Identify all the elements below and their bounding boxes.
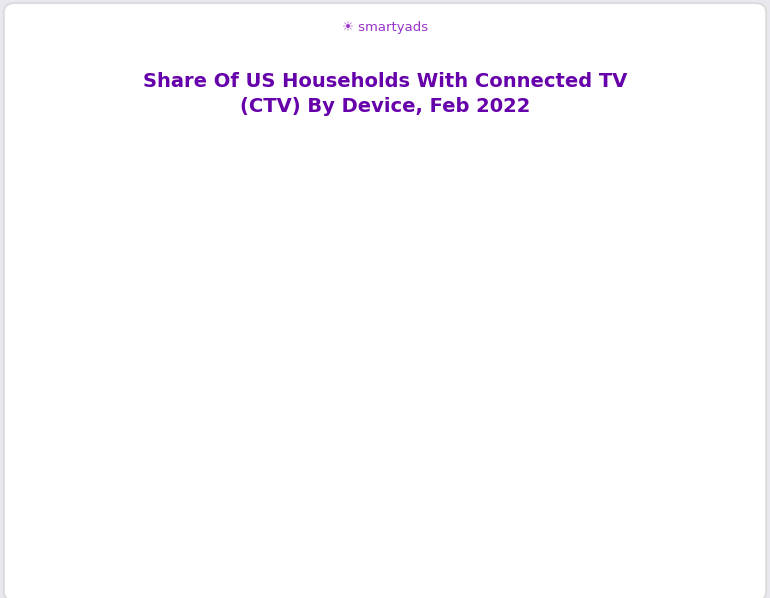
Text: 30%: 30% xyxy=(432,505,467,520)
Text: 5%: 5% xyxy=(243,318,268,332)
Text: 28%: 28% xyxy=(417,467,452,483)
Text: 5%: 5% xyxy=(243,280,268,295)
Text: 8%: 8% xyxy=(266,430,290,445)
Text: DVR/set-top box: DVR/set-top box xyxy=(86,431,194,444)
Text: Roku: Roku xyxy=(162,468,194,481)
Text: 8%: 8% xyxy=(266,392,290,407)
Text: Xbox One: Xbox One xyxy=(129,393,194,407)
Text: PlayStation: PlayStation xyxy=(119,356,194,369)
Text: ☀ smartyads: ☀ smartyads xyxy=(342,21,428,34)
Text: Amazon Fire TV: Amazon Fire TV xyxy=(91,506,194,518)
Text: Apple TV: Apple TV xyxy=(135,281,194,294)
Text: Share Of US Households With Connected TV
(CTV) By Device, Feb 2022: Share Of US Households With Connected TV… xyxy=(142,72,628,116)
Text: 7%: 7% xyxy=(258,355,283,370)
Text: Google Chromecast: Google Chromecast xyxy=(63,319,194,331)
Text: 59%: 59% xyxy=(652,542,688,557)
Text: Smart TV: Smart TV xyxy=(132,543,194,556)
Text: % of total: % of total xyxy=(351,127,419,139)
